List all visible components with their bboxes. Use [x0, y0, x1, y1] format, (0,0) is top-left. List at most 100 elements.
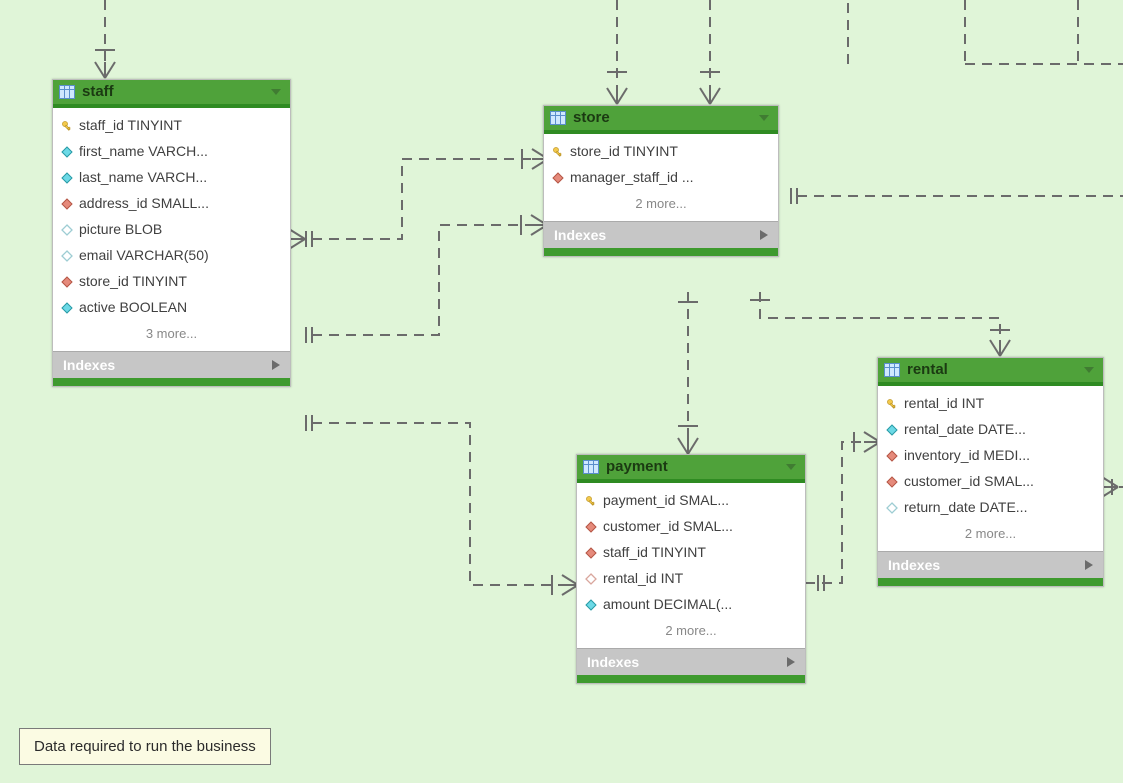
diamond-icon: [61, 145, 73, 157]
more-columns-label[interactable]: 2 more...: [878, 520, 1103, 551]
column-label: first_name VARCH...: [79, 143, 208, 159]
key-icon: [61, 119, 73, 131]
column-row[interactable]: manager_staff_id ...: [544, 164, 778, 190]
table-menu-icon[interactable]: [1084, 367, 1094, 373]
column-row[interactable]: amount DECIMAL(...: [577, 591, 805, 617]
diamond-icon: [585, 520, 597, 532]
indexes-toggle[interactable]: Indexes: [544, 221, 778, 248]
diamond-icon: [61, 275, 73, 287]
column-row[interactable]: rental_id INT: [878, 390, 1103, 416]
column-label: payment_id SMAL...: [603, 492, 729, 508]
column-label: rental_id INT: [603, 570, 683, 586]
expand-arrow-icon: [787, 657, 795, 667]
column-row[interactable]: payment_id SMAL...: [577, 487, 805, 513]
indexes-toggle[interactable]: Indexes: [878, 551, 1103, 578]
column-row[interactable]: email VARCHAR(50): [53, 242, 290, 268]
more-columns-label[interactable]: 3 more...: [53, 320, 290, 351]
indexes-label: Indexes: [888, 552, 940, 578]
column-label: amount DECIMAL(...: [603, 596, 732, 612]
indexes-label: Indexes: [587, 649, 639, 675]
column-label: active BOOLEAN: [79, 299, 187, 315]
column-list: store_id TINYINT manager_staff_id ...: [544, 134, 778, 190]
table-rental[interactable]: rental rental_id INT rental_date DATE... i…: [877, 357, 1104, 587]
expand-arrow-icon: [760, 230, 768, 240]
more-columns-label[interactable]: 2 more...: [577, 617, 805, 648]
table-title: staff: [82, 78, 271, 106]
column-row[interactable]: rental_id INT: [577, 565, 805, 591]
column-label: rental_id INT: [904, 395, 984, 411]
diamond-icon: [61, 223, 73, 235]
column-label: staff_id TINYINT: [79, 117, 182, 133]
table-payment[interactable]: payment payment_id SMAL... customer_id SM…: [576, 454, 806, 684]
key-icon: [552, 145, 564, 157]
table-menu-icon[interactable]: [271, 89, 281, 95]
diamond-icon: [552, 171, 564, 183]
column-row[interactable]: first_name VARCH...: [53, 138, 290, 164]
table-menu-icon[interactable]: [786, 464, 796, 470]
diamond-icon: [61, 301, 73, 313]
table-footer-bar: [577, 675, 805, 683]
column-row[interactable]: rental_date DATE...: [878, 416, 1103, 442]
column-row[interactable]: inventory_id MEDI...: [878, 442, 1103, 468]
table-menu-icon[interactable]: [759, 115, 769, 121]
diamond-icon: [886, 475, 898, 487]
indexes-label: Indexes: [554, 222, 606, 248]
column-label: address_id SMALL...: [79, 195, 209, 211]
column-label: inventory_id MEDI...: [904, 447, 1030, 463]
column-list: rental_id INT rental_date DATE... inventor…: [878, 386, 1103, 520]
table-title: store: [573, 104, 759, 132]
table-header[interactable]: rental: [878, 358, 1103, 386]
diamond-icon: [585, 546, 597, 558]
diamond-icon: [886, 449, 898, 461]
table-icon: [884, 363, 900, 377]
erd-canvas: { "diagram": { "background_color": "#e0f…: [0, 0, 1123, 783]
column-row[interactable]: customer_id SMAL...: [577, 513, 805, 539]
table-title: rental: [907, 356, 1084, 384]
column-row[interactable]: customer_id SMAL...: [878, 468, 1103, 494]
table-store[interactable]: store store_id TINYINT manager_staff_id .…: [543, 105, 779, 257]
more-columns-label[interactable]: 2 more...: [544, 190, 778, 221]
table-footer-bar: [544, 248, 778, 256]
diamond-icon: [886, 501, 898, 513]
caption-text: Data required to run the business: [34, 738, 256, 755]
column-row[interactable]: store_id TINYINT: [544, 138, 778, 164]
column-label: rental_date DATE...: [904, 421, 1026, 437]
diamond-icon: [585, 572, 597, 584]
indexes-toggle[interactable]: Indexes: [53, 351, 290, 378]
table-footer-bar: [53, 378, 290, 386]
column-label: customer_id SMAL...: [904, 473, 1034, 489]
table-icon: [583, 460, 599, 474]
column-row[interactable]: picture BLOB: [53, 216, 290, 242]
column-row[interactable]: staff_id TINYINT: [53, 112, 290, 138]
diamond-icon: [61, 171, 73, 183]
column-label: last_name VARCH...: [79, 169, 207, 185]
diamond-icon: [61, 249, 73, 261]
column-label: customer_id SMAL...: [603, 518, 733, 534]
expand-arrow-icon: [272, 360, 280, 370]
column-label: picture BLOB: [79, 221, 162, 237]
diamond-icon: [585, 598, 597, 610]
indexes-toggle[interactable]: Indexes: [577, 648, 805, 675]
table-title: payment: [606, 453, 786, 481]
table-header[interactable]: store: [544, 106, 778, 134]
table-icon: [59, 85, 75, 99]
column-label: store_id TINYINT: [79, 273, 187, 289]
diagram-caption: Data required to run the business: [19, 728, 271, 765]
column-list: staff_id TINYINT first_name VARCH... last_…: [53, 108, 290, 320]
table-header[interactable]: staff: [53, 80, 290, 108]
column-label: manager_staff_id ...: [570, 169, 693, 185]
key-icon: [585, 494, 597, 506]
key-icon: [886, 397, 898, 409]
column-row[interactable]: last_name VARCH...: [53, 164, 290, 190]
column-row[interactable]: active BOOLEAN: [53, 294, 290, 320]
table-staff[interactable]: staff staff_id TINYINT first_name VARCH..…: [52, 79, 291, 387]
table-header[interactable]: payment: [577, 455, 805, 483]
column-list: payment_id SMAL... customer_id SMAL... sta…: [577, 483, 805, 617]
table-footer-bar: [878, 578, 1103, 586]
column-label: staff_id TINYINT: [603, 544, 706, 560]
column-row[interactable]: store_id TINYINT: [53, 268, 290, 294]
column-row[interactable]: staff_id TINYINT: [577, 539, 805, 565]
column-row[interactable]: address_id SMALL...: [53, 190, 290, 216]
column-row[interactable]: return_date DATE...: [878, 494, 1103, 520]
diamond-icon: [886, 423, 898, 435]
